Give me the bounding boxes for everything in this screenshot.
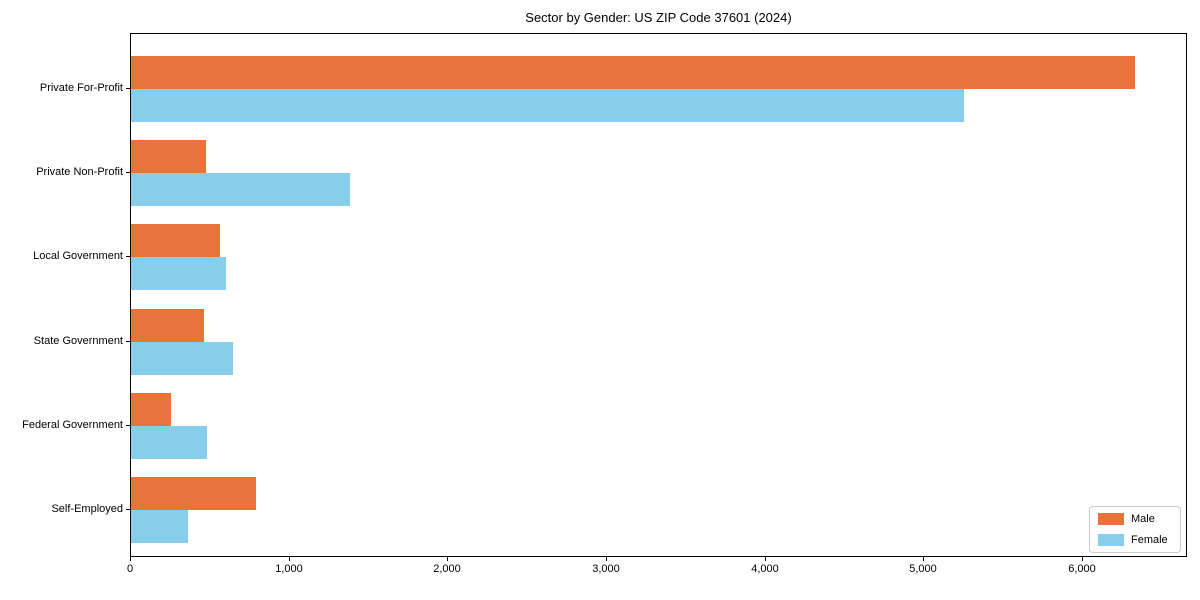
- x-tick-mark: [606, 557, 607, 561]
- y-tick-mark: [126, 172, 130, 173]
- x-tick-mark: [765, 557, 766, 561]
- bar-female-1: [131, 89, 964, 122]
- legend-swatch-male: [1098, 513, 1124, 525]
- bar-female-4: [131, 341, 233, 375]
- y-tick-label: Self-Employed: [51, 503, 123, 515]
- x-tick-label: 0: [126, 563, 134, 575]
- y-tick-label: Local Government: [33, 250, 123, 262]
- bar-female-3: [131, 257, 226, 291]
- x-tick-mark: [1082, 557, 1083, 561]
- bar-male-2: [131, 140, 206, 174]
- y-tick-mark: [126, 341, 130, 342]
- x-tick-label: 2,000: [433, 563, 461, 575]
- bar-male-4: [131, 308, 204, 342]
- bar-female-6: [131, 510, 188, 543]
- x-tick-label: 3,000: [592, 563, 620, 575]
- legend-label: Male: [1131, 513, 1155, 525]
- plot-area: [130, 33, 1187, 557]
- x-tick-label: 4,000: [751, 563, 779, 575]
- bar-male-5: [131, 392, 171, 426]
- y-tick-mark: [126, 256, 130, 257]
- bar-male-6: [131, 477, 256, 510]
- legend-row-female: Female: [1098, 534, 1172, 546]
- y-tick-label: Private For-Profit: [39, 82, 123, 94]
- y-tick-mark: [126, 425, 130, 426]
- y-tick-label: Private Non-Profit: [36, 166, 123, 178]
- bar-female-5: [131, 425, 207, 459]
- bar-female-2: [131, 173, 350, 207]
- x-tick-mark: [447, 557, 448, 561]
- y-tick-mark: [126, 88, 130, 89]
- x-tick-mark: [130, 557, 131, 561]
- x-tick-mark: [923, 557, 924, 561]
- legend-label: Female: [1131, 534, 1168, 546]
- x-tick-label: 6,000: [1068, 563, 1096, 575]
- y-tick-label: Federal Government: [22, 419, 123, 431]
- legend-row-male: Male: [1098, 513, 1172, 525]
- x-tick-label: 5,000: [909, 563, 937, 575]
- legend: Male Female: [1089, 506, 1181, 553]
- y-tick-mark: [126, 509, 130, 510]
- bar-male-1: [131, 56, 1135, 89]
- y-tick-label: State Government: [33, 335, 123, 347]
- bar-male-3: [131, 224, 220, 258]
- x-tick-label: 1,000: [275, 563, 303, 575]
- legend-swatch-female: [1098, 534, 1124, 546]
- chart-title: Sector by Gender: US ZIP Code 37601 (202…: [525, 10, 792, 25]
- x-tick-mark: [289, 557, 290, 561]
